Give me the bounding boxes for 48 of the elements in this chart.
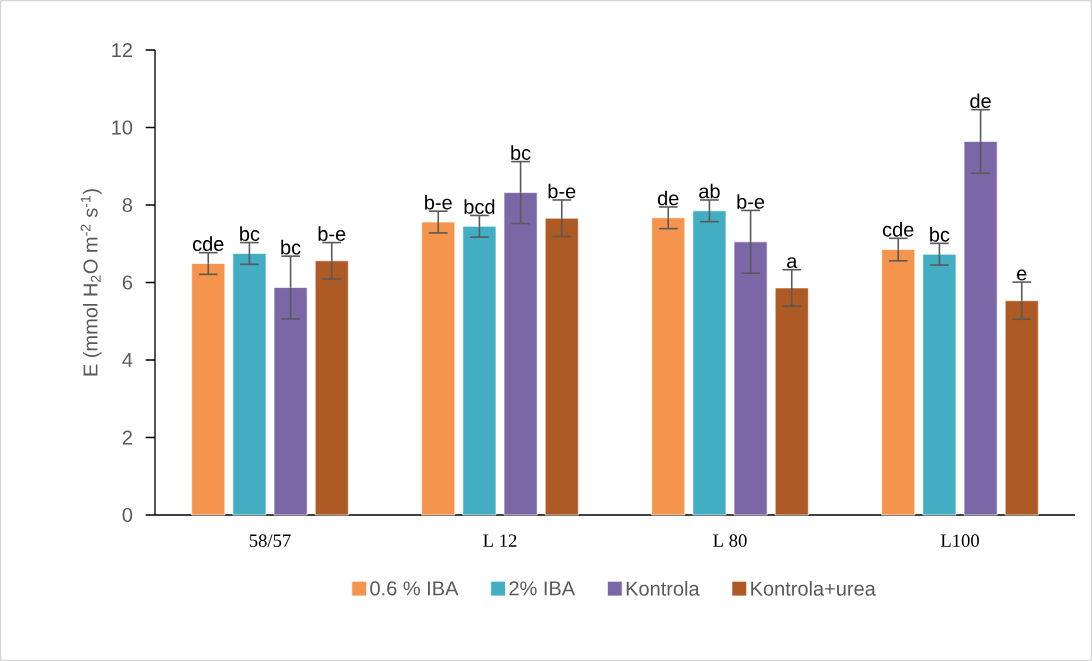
y-tick-label: 2 (122, 430, 132, 445)
bar (421, 221, 456, 516)
x-tick-label: L 80 (713, 534, 747, 547)
bar (922, 253, 957, 516)
y-tick-label: 10 (112, 120, 133, 135)
data-label: bc (240, 226, 260, 241)
x-tick-label: L100 (940, 534, 979, 547)
legend-label: 0.6 % IBA (370, 581, 459, 596)
x-tick-label: L 12 (483, 534, 517, 547)
y-axis-title: E (mmol H$_{2}$O m$^{-2}$ s$^{-1}$) (80, 189, 102, 376)
data-label: de (970, 93, 991, 109)
y-tick-label: 0 (122, 507, 133, 523)
y-tick-label: 12 (112, 43, 132, 57)
data-label: a (787, 257, 798, 269)
bar (273, 287, 308, 516)
bar (963, 141, 998, 516)
bar (881, 249, 916, 516)
legend-label: Kontrola+urea (751, 581, 876, 596)
data-label: b-e (548, 183, 576, 199)
bar (651, 217, 686, 516)
data-label: bc (281, 239, 301, 255)
bar (191, 263, 226, 516)
data-label: e (1017, 269, 1027, 281)
y-tick-label: 8 (122, 197, 133, 213)
y-tick-label: 6 (122, 275, 133, 290)
legend-label: 2% IBA (509, 581, 576, 596)
data-label: bcd (464, 199, 495, 214)
bar (1004, 300, 1039, 516)
data-label: b-e (318, 226, 346, 241)
data-label: cde (882, 222, 914, 237)
bar (692, 210, 727, 516)
bar (462, 225, 497, 516)
data-label: b-e (425, 194, 452, 210)
bar (503, 192, 538, 516)
bar (774, 287, 809, 516)
x-tick-label: 58/57 (249, 534, 291, 547)
data-label: de (657, 190, 679, 206)
legend-label: Kontrola (626, 581, 700, 596)
y-tick-label: 4 (122, 353, 133, 367)
data-label: cde (192, 236, 224, 252)
bar (232, 253, 267, 516)
bar (314, 260, 349, 516)
bar (544, 217, 579, 516)
data-label: bc (511, 145, 531, 160)
data-label: bc (930, 227, 950, 242)
data-label: ab (699, 183, 720, 199)
bar (733, 241, 768, 516)
data-label: b-e (737, 194, 765, 209)
